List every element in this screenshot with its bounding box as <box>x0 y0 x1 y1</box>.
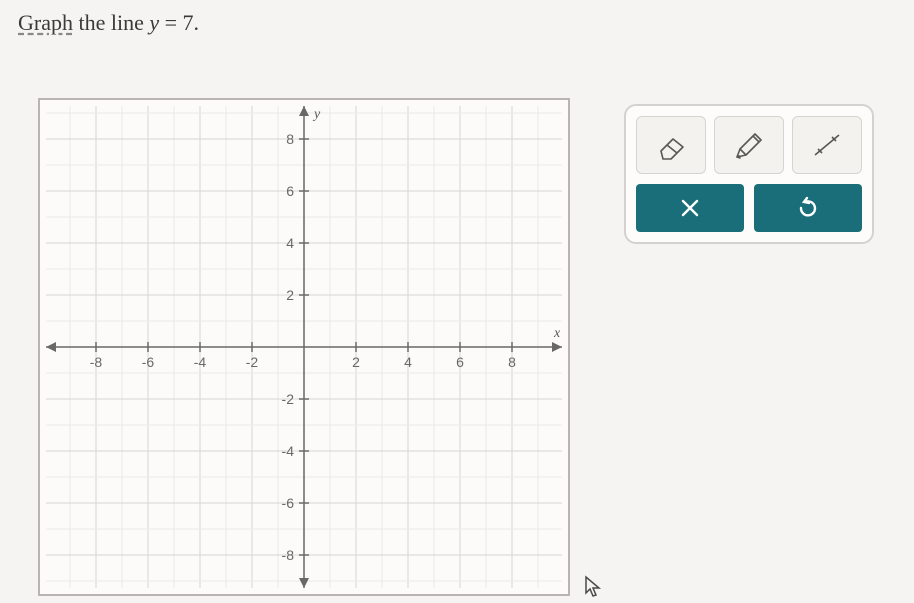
svg-text:6: 6 <box>456 354 464 370</box>
svg-text:-2: -2 <box>282 391 295 407</box>
action-row <box>636 184 862 232</box>
svg-text:-4: -4 <box>282 443 295 459</box>
svg-text:8: 8 <box>508 354 516 370</box>
eraser-button[interactable] <box>636 116 706 174</box>
svg-text:2: 2 <box>352 354 360 370</box>
svg-text:6: 6 <box>286 183 294 199</box>
graph-svg: -8 -6 -4 -2 2 4 6 8 -8 -6 -4 -2 2 4 6 8 x y <box>40 100 568 594</box>
question-rest: the line <box>73 10 149 35</box>
svg-text:-6: -6 <box>142 354 155 370</box>
close-icon <box>677 195 703 221</box>
eraser-icon <box>651 127 691 163</box>
pencil-button[interactable] <box>714 116 784 174</box>
svg-text:-4: -4 <box>194 354 207 370</box>
svg-text:4: 4 <box>286 235 294 251</box>
svg-text:4: 4 <box>404 354 412 370</box>
question-text: Graph the line y = 7. <box>18 10 199 36</box>
toolbox-panel <box>624 104 874 244</box>
cursor-icon <box>582 575 606 599</box>
period: . <box>194 10 200 35</box>
graph-link[interactable]: Graph <box>18 10 73 35</box>
svg-text:-6: -6 <box>282 495 295 511</box>
svg-text:-8: -8 <box>282 547 295 563</box>
math-rhs: 7 <box>183 10 194 35</box>
pencil-icon <box>729 127 769 163</box>
tool-row <box>636 116 862 174</box>
clear-button[interactable] <box>636 184 744 232</box>
math-lhs: y <box>149 10 159 35</box>
line-button[interactable] <box>792 116 862 174</box>
svg-text:2: 2 <box>286 287 294 303</box>
graph-canvas[interactable]: -8 -6 -4 -2 2 4 6 8 -8 -6 -4 -2 2 4 6 8 x y <box>38 98 570 596</box>
svg-text:y: y <box>312 107 321 122</box>
svg-text:-2: -2 <box>246 354 259 370</box>
math-eq: = <box>159 10 182 35</box>
svg-text:x: x <box>553 326 561 341</box>
undo-icon <box>795 195 821 221</box>
svg-text:-8: -8 <box>90 354 103 370</box>
svg-text:8: 8 <box>286 131 294 147</box>
undo-button[interactable] <box>754 184 862 232</box>
line-icon <box>807 127 847 163</box>
